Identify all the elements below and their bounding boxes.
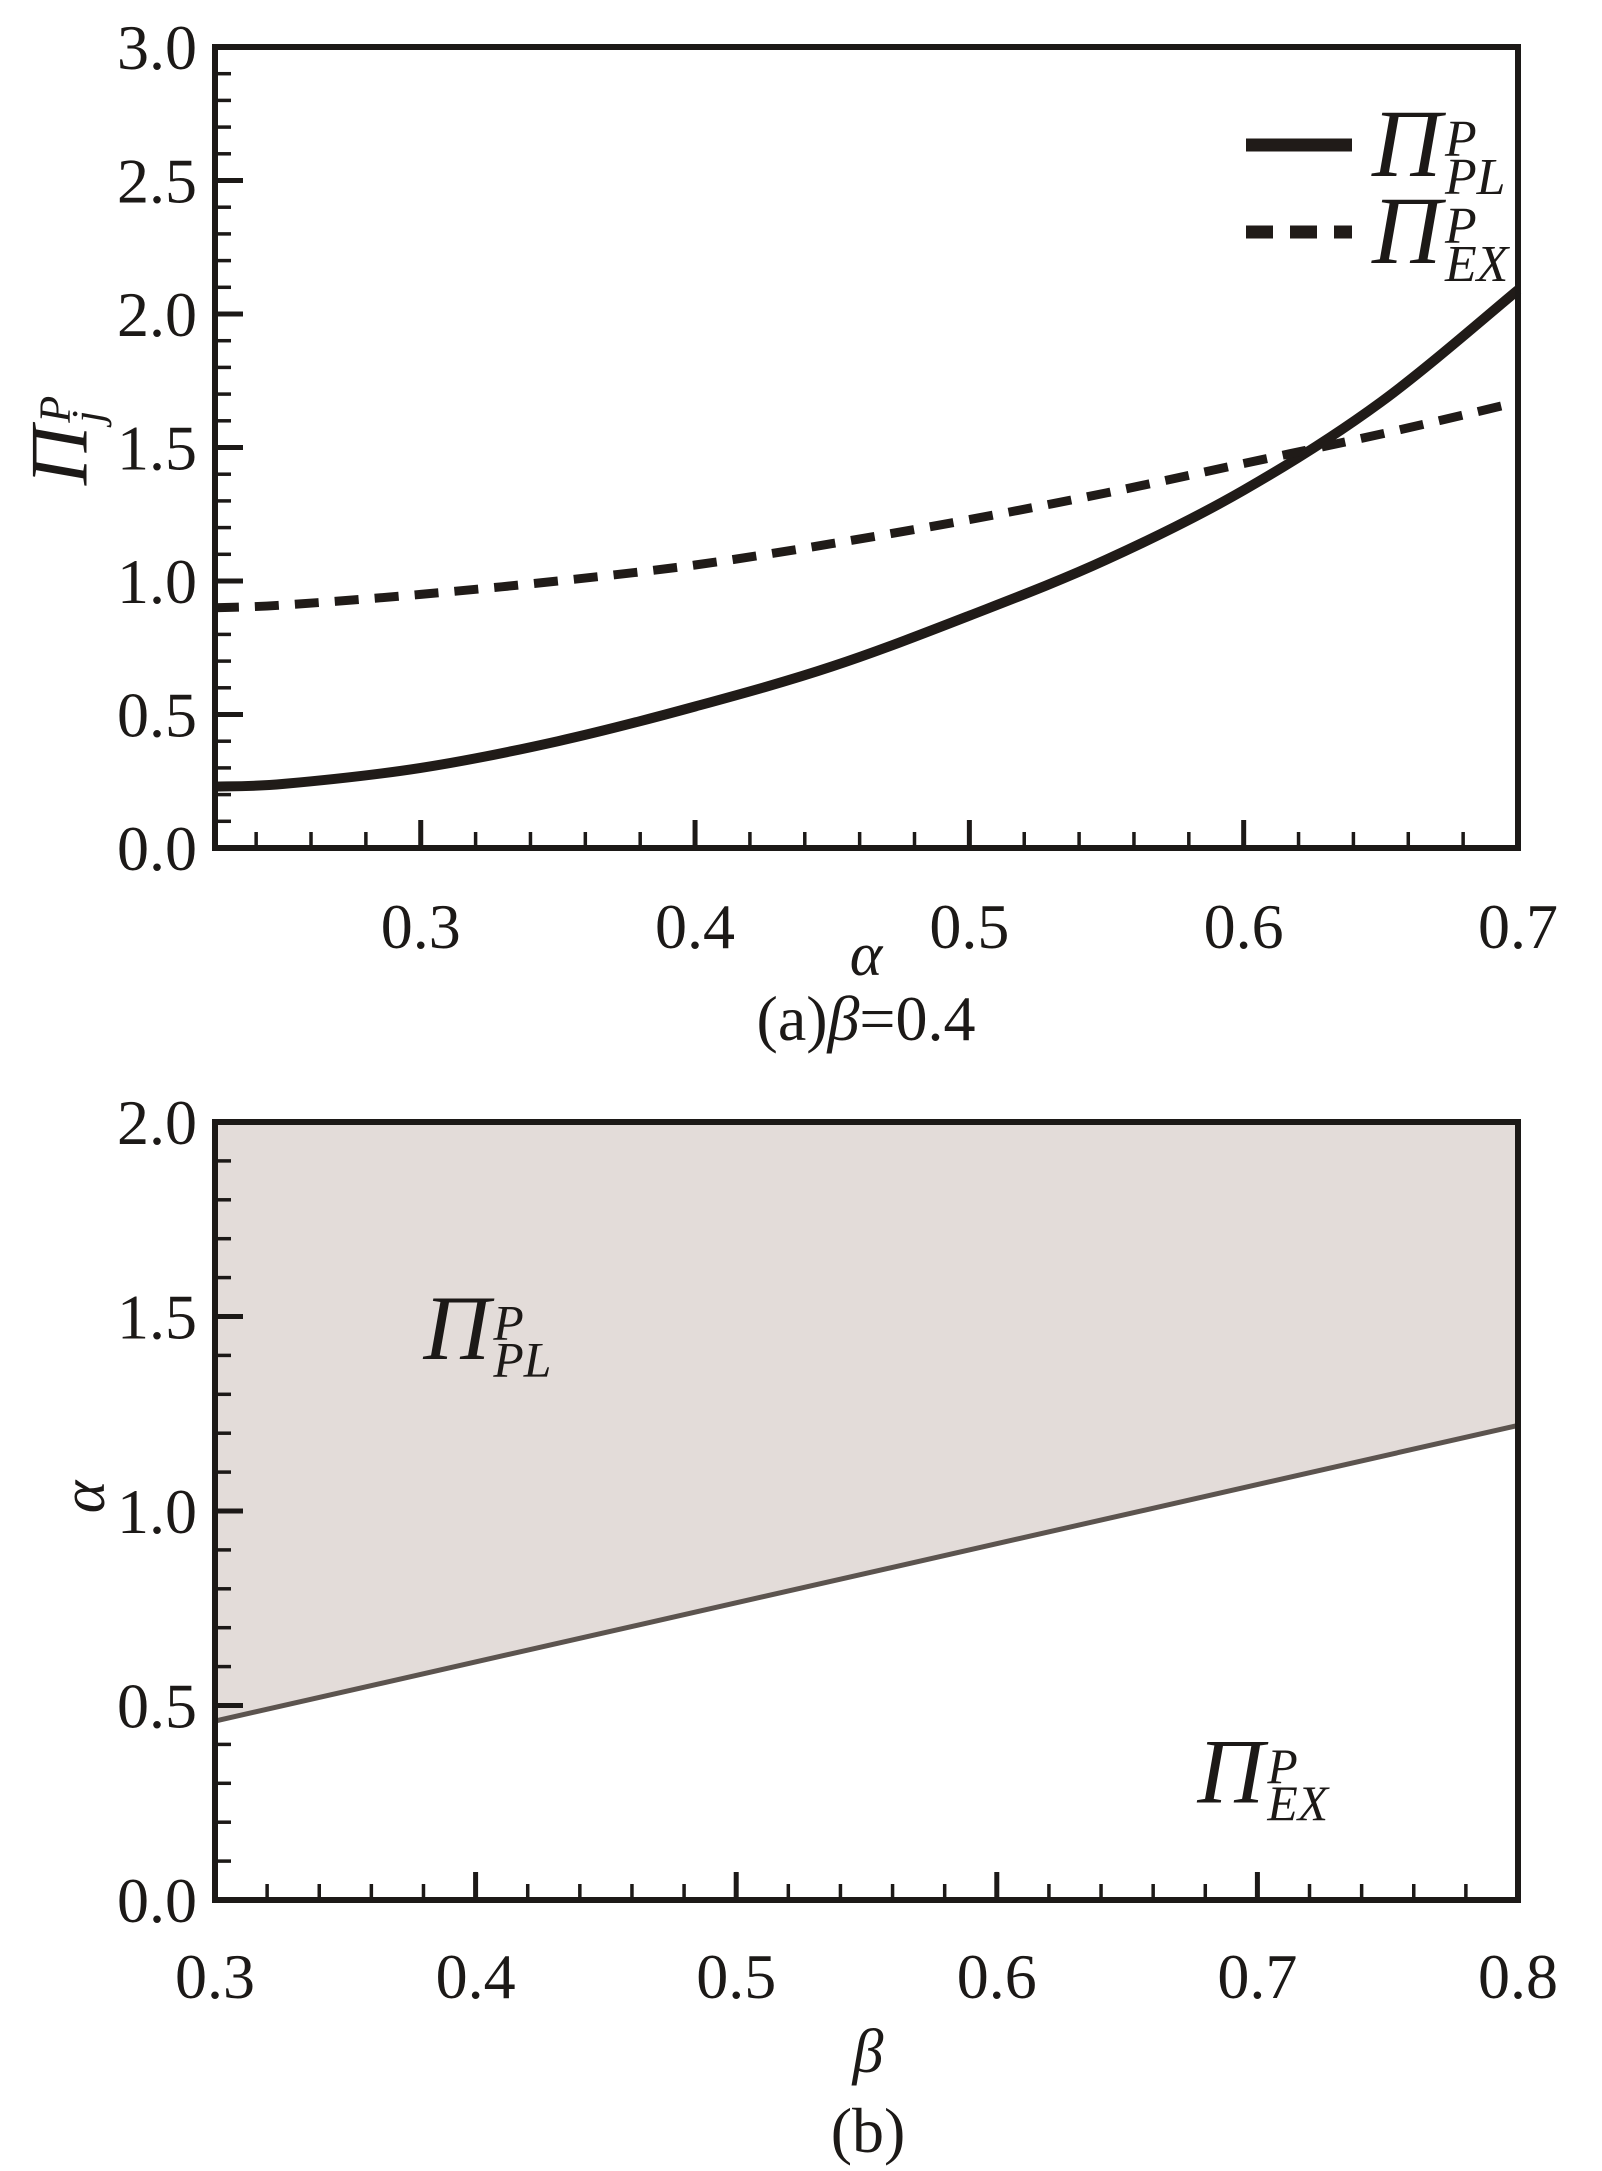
panel-b-x-tick-label: 0.7	[1217, 1941, 1297, 2012]
svg-text:EX: EX	[1266, 1776, 1329, 1831]
panel-a-y-ticks	[215, 44, 243, 851]
panel-a-y-tick-label: 2.5	[117, 146, 197, 217]
pl-region-shading	[215, 1122, 1518, 1722]
panel-b-y-tick-label: 2.0	[117, 1087, 197, 1158]
panel-a-ylabel-math: ΠPj	[14, 396, 113, 486]
panel-a-y-tick-label: 1.0	[117, 546, 197, 617]
panel-a-y-tick-label: 1.5	[117, 413, 197, 484]
panel-a	[214, 286, 1522, 792]
panel-b-xlabel: β	[852, 2018, 884, 2086]
panel-a-x-tick-label: 0.6	[1204, 891, 1284, 962]
panel-b-y-tick-label: 1.0	[117, 1476, 197, 1547]
svg-text:Π: Π	[14, 421, 105, 486]
panel-b-y-tick-label: 1.5	[117, 1282, 197, 1353]
panel-b-ylabel: α	[50, 1479, 118, 1513]
svg-text:Π: Π	[1371, 90, 1447, 197]
panel-a-x-ticks	[254, 820, 1521, 848]
svg-text:Π: Π	[1371, 177, 1447, 284]
panel-b-y-tick-label: 0.5	[117, 1671, 197, 1742]
region-label-PL: Π PPL	[422, 1277, 551, 1387]
panel-b-border	[212, 1119, 1521, 1903]
svg-text:P: P	[492, 1296, 523, 1351]
panel-a-x-tick-label: 0.3	[381, 891, 461, 962]
panel-a-y-tick-label: 0.5	[117, 680, 197, 751]
panel-a-ylabel: ΠPj	[14, 396, 113, 486]
panel-b-x-tick-label: 0.3	[175, 1941, 255, 2012]
panel-b-x-tick-label: 0.5	[696, 1941, 776, 2012]
svg-text:Π: Π	[422, 1277, 494, 1379]
region-boundary-line	[214, 1422, 1519, 1724]
panel-a-caption: (a)β=0.4	[757, 983, 976, 1054]
legend-label-EX: Π PEX	[1371, 177, 1511, 293]
region-label-EX: Π PEX	[1196, 1720, 1329, 1830]
pl-profit-curve	[214, 286, 1522, 792]
panel-a-y-tick-label: 2.0	[117, 279, 197, 350]
svg-text:P: P	[1266, 1739, 1297, 1794]
panel-b-x-tick-label: 0.4	[436, 1941, 516, 2012]
panel-a-y-tick-label: 3.0	[117, 12, 197, 83]
panel-a-y-tick-label: 0.0	[117, 813, 197, 884]
ex-profit-curve	[214, 397, 1520, 613]
panel-b-caption: (b)	[831, 2095, 906, 2166]
panel-a-x-tick-label: 0.7	[1478, 891, 1558, 962]
svg-text:PL: PL	[1444, 149, 1505, 206]
panel-a-border	[212, 44, 1521, 851]
panel-a-xlabel: α	[850, 921, 884, 989]
panel-a-x-tick-label: 0.5	[929, 891, 1009, 962]
legend-label-PL: Π PPL	[1371, 90, 1505, 206]
panel-b-x-tick-label: 0.8	[1478, 1941, 1558, 2012]
svg-text:P: P	[1444, 111, 1477, 168]
svg-text:P: P	[1444, 198, 1477, 255]
svg-text:PL: PL	[492, 1333, 551, 1388]
panel-b-y-tick-label: 0.0	[117, 1865, 197, 1936]
panel-b-x-tick-label: 0.6	[957, 1941, 1037, 2012]
svg-text:P: P	[30, 396, 79, 424]
panel-b-ylabel-text: α	[50, 1479, 118, 1513]
panel-a-x-tick-label: 0.4	[655, 891, 735, 962]
panel-b-axes: 0.3 0.4 0.5 0.6 0.7 0.8 0.0 0.5 1.0 1.5 2.0 β (b) α	[50, 1087, 1558, 2166]
svg-text:j: j	[63, 410, 112, 427]
panel-a-axes: 0.3 0.4 0.5 0.6 0.7 0.0 0.5 1.0 1.5 2.0 2.5 3.0 α(a)…	[14, 12, 1558, 1054]
svg-text:EX: EX	[1444, 236, 1511, 293]
svg-text:Π: Π	[1196, 1720, 1268, 1822]
panel-b-x-ticks	[212, 1872, 1521, 1900]
